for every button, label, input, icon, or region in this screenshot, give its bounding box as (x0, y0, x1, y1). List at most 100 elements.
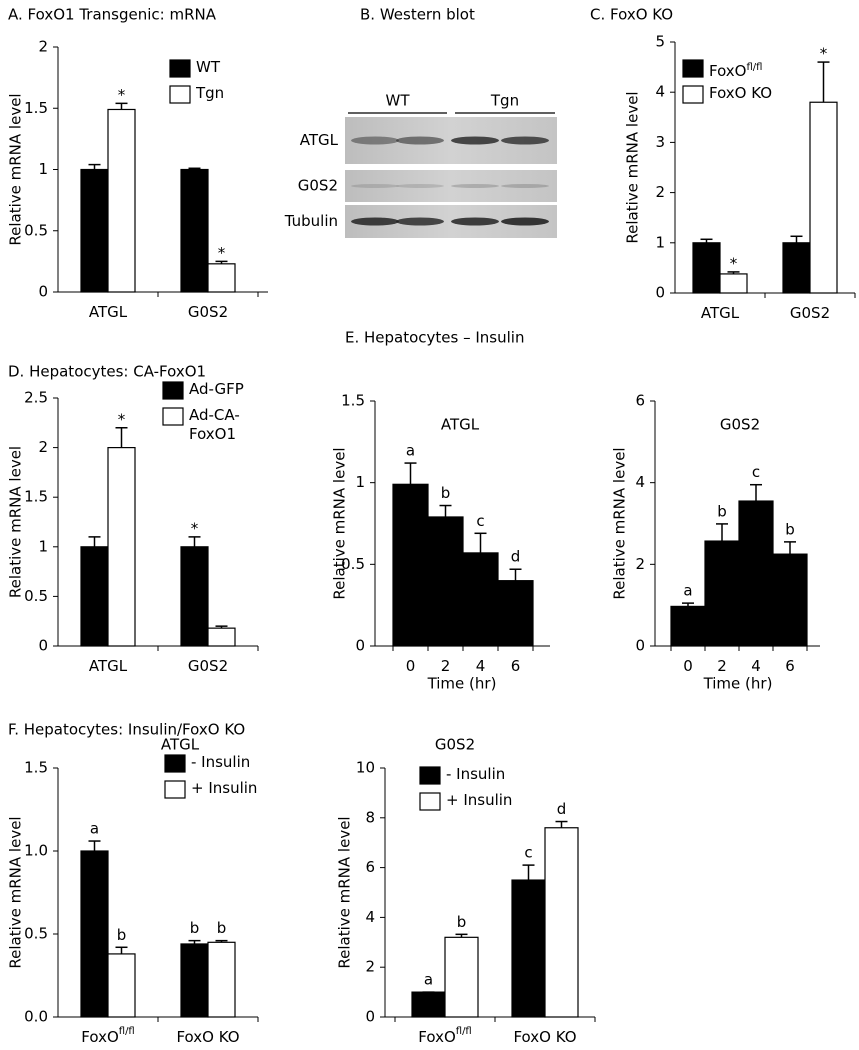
legend-label: - Insulin (191, 753, 301, 772)
error-bar (455, 933, 468, 938)
significance-label: * (191, 519, 199, 537)
error-bar (115, 102, 128, 110)
error-bar (522, 864, 535, 881)
x-tick-label: 6 (785, 657, 795, 675)
x-tick-label-main: 6 (511, 657, 521, 675)
y-tick-label: 2 (655, 183, 665, 201)
x-tick-label: FoxOfl/fl (81, 1026, 134, 1046)
error-bar (700, 238, 713, 243)
legend-name: + Insulin (446, 791, 513, 809)
y-tick-label: 6 (635, 392, 645, 410)
blot-row-label: G0S2 (298, 177, 338, 195)
legend-name: - Insulin (446, 765, 506, 783)
y-axis-label: Relative mRNA level (336, 816, 354, 968)
blot-band (351, 136, 399, 145)
legend-name: Ad-GFP (189, 380, 244, 398)
x-tick-label: 2 (717, 657, 727, 675)
legend-label: + Insulin (446, 791, 513, 809)
bar (107, 447, 136, 647)
y-tick-label: 2.5 (24, 389, 48, 407)
error-bar (188, 167, 201, 170)
x-tick-label-main: G0S2 (188, 303, 228, 321)
x-axis-label: Time (hr) (703, 675, 773, 693)
blot-band (501, 217, 549, 226)
legend-swatch (682, 59, 704, 78)
y-tick-label: 1 (38, 537, 48, 555)
error-bar (115, 427, 128, 448)
x-tick-label: G0S2 (188, 657, 228, 675)
legend-text: + Insulin (191, 779, 301, 798)
y-tick-label: 1.5 (24, 759, 48, 777)
legend-text: - Insulin (191, 753, 301, 772)
panel-title: C. FoxO KO (590, 6, 673, 24)
y-tick-label: 1.5 (24, 488, 48, 506)
x-tick-label-main: FoxO (418, 1028, 456, 1046)
x-tick-label-main: 4 (476, 657, 486, 675)
bar (692, 242, 721, 294)
legend-swatch (164, 754, 186, 773)
y-axis-label: Relative mRNA level (611, 447, 629, 599)
significance-label: c (752, 463, 760, 481)
legend-label: Ad-CA-FoxO1 (189, 406, 251, 444)
bar (180, 168, 209, 293)
error-bar (509, 568, 522, 581)
legend-label: - Insulin (446, 765, 506, 783)
bar (427, 516, 464, 647)
bar (207, 627, 236, 647)
x-tick-label-main: 2 (717, 657, 727, 675)
y-tick-label: 1.5 (341, 392, 365, 410)
bar (107, 953, 136, 1018)
x-tick-label: ATGL (89, 657, 128, 675)
x-tick-label-main: FoxO (81, 1028, 119, 1046)
x-tick-label-main: FoxO KO (176, 1028, 239, 1046)
legend-text: WT (196, 58, 286, 77)
error-bar (750, 483, 762, 502)
legend-label: WT (196, 58, 286, 77)
blot-band (451, 136, 499, 145)
legend-swatch (419, 766, 441, 785)
y-tick-label: 0 (635, 637, 645, 655)
blot-band (451, 184, 499, 188)
x-tick-label: FoxO KO (176, 1028, 239, 1046)
significance-label: a (90, 820, 99, 838)
blot-strip (345, 170, 557, 202)
significance-label: * (820, 45, 828, 63)
blot-row-label: Tubulin (284, 212, 338, 230)
blot-band (351, 217, 399, 226)
error-bar (215, 939, 228, 943)
bar (392, 483, 429, 647)
chart-title: ATGL (161, 736, 200, 754)
legend-name: + Insulin (191, 779, 258, 797)
legend-text: Ad-CA-FoxO1 (189, 406, 251, 444)
significance-label: b (117, 926, 127, 944)
x-tick-label-main: FoxO KO (513, 1028, 576, 1046)
significance-label: a (424, 971, 433, 989)
legend-name: Tgn (196, 84, 225, 102)
y-tick-label: 1.5 (24, 99, 48, 117)
x-tick-label-main: G0S2 (790, 304, 830, 322)
y-axis-label: Relative mRNA level (7, 93, 25, 245)
bar (80, 850, 109, 1018)
significance-label: b (785, 520, 795, 538)
x-tick-label: 4 (476, 657, 486, 675)
y-tick-label: 8 (365, 808, 375, 826)
bar (207, 941, 236, 1018)
y-axis-label: Relative mRNA level (624, 91, 642, 243)
error-bar (188, 536, 201, 547)
y-tick-label: 5 (655, 33, 665, 51)
error-bar (439, 504, 452, 517)
legend-name: FoxO KO (709, 84, 773, 102)
significance-label: * (218, 244, 226, 262)
legend-text: Tgn (196, 84, 286, 103)
y-tick-label: 2 (38, 438, 48, 456)
y-tick-label: 0.5 (341, 555, 365, 573)
y-axis-label: Relative mRNA level (7, 816, 25, 968)
blot-band (396, 184, 444, 188)
bar (207, 263, 236, 293)
x-tick-label: FoxO KO (513, 1028, 576, 1046)
bar (704, 540, 740, 647)
bar (670, 605, 706, 647)
x-tick-label: 0 (683, 657, 693, 675)
significance-label: b (190, 919, 200, 937)
chart-title: G0S2 (720, 416, 760, 434)
